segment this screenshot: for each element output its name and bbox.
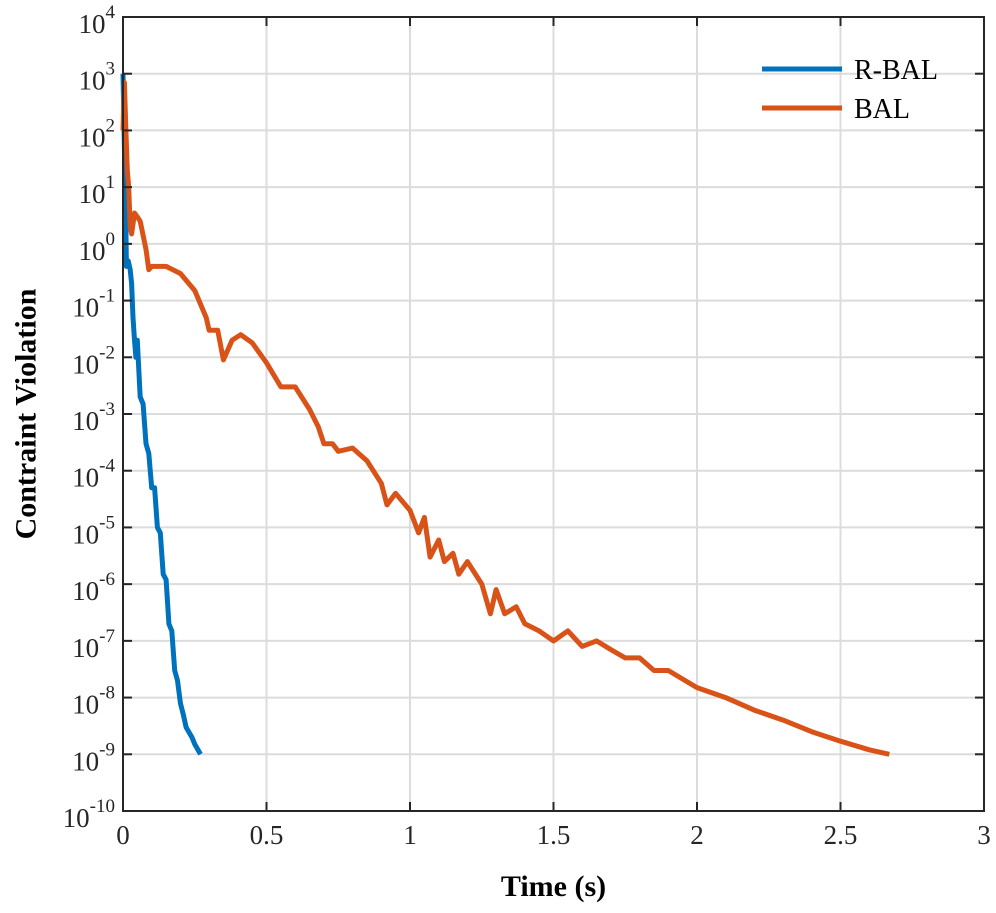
x-tick-label: 0.5 [250,820,284,850]
y-tick-label: 10-9 [72,739,115,776]
y-tick-label: 100 [79,229,116,266]
y-tick-label: 102 [79,115,116,152]
x-axis: 0 0.5 1 1.5 2 2.5 3 [116,17,991,850]
legend-label-r-bal: R-BAL [854,55,938,86]
y-tick-label: 10-5 [72,512,115,549]
y-axis-title: Contraint Violation [10,288,43,539]
x-tick-label: 0 [116,820,130,850]
x-axis-title: Time (s) [501,870,606,903]
y-axis: 10-10 10-9 10-8 10-7 10-6 10-5 10-4 10-3 10-2 10-… [63,2,984,833]
grid [123,17,984,811]
x-tick-label: 2 [690,820,704,850]
legend: R-BAL BAL [762,55,938,125]
x-tick-label: 1 [403,820,417,850]
series-line-bal [120,80,890,757]
x-tick-label: 1.5 [537,820,571,850]
series-layer [120,73,890,757]
y-tick-label: 10-2 [72,342,115,379]
y-tick-label: 10-10 [63,796,115,833]
legend-label-bal: BAL [854,94,910,125]
y-tick-label: 10-3 [72,399,115,436]
y-tick-label: 10-1 [72,286,115,323]
y-tick-label: 10-6 [72,569,115,606]
x-tick-label: 3 [977,820,991,850]
y-tick-label: 10-8 [72,683,115,720]
y-tick-label: 10-7 [72,626,115,663]
series-line-r-bal [120,73,203,756]
y-tick-label: 104 [79,2,116,39]
y-tick-label: 101 [79,172,116,209]
y-tick-label: 10-4 [72,456,115,493]
y-tick-label: 103 [79,59,116,96]
x-tick-label: 2.5 [824,820,858,850]
